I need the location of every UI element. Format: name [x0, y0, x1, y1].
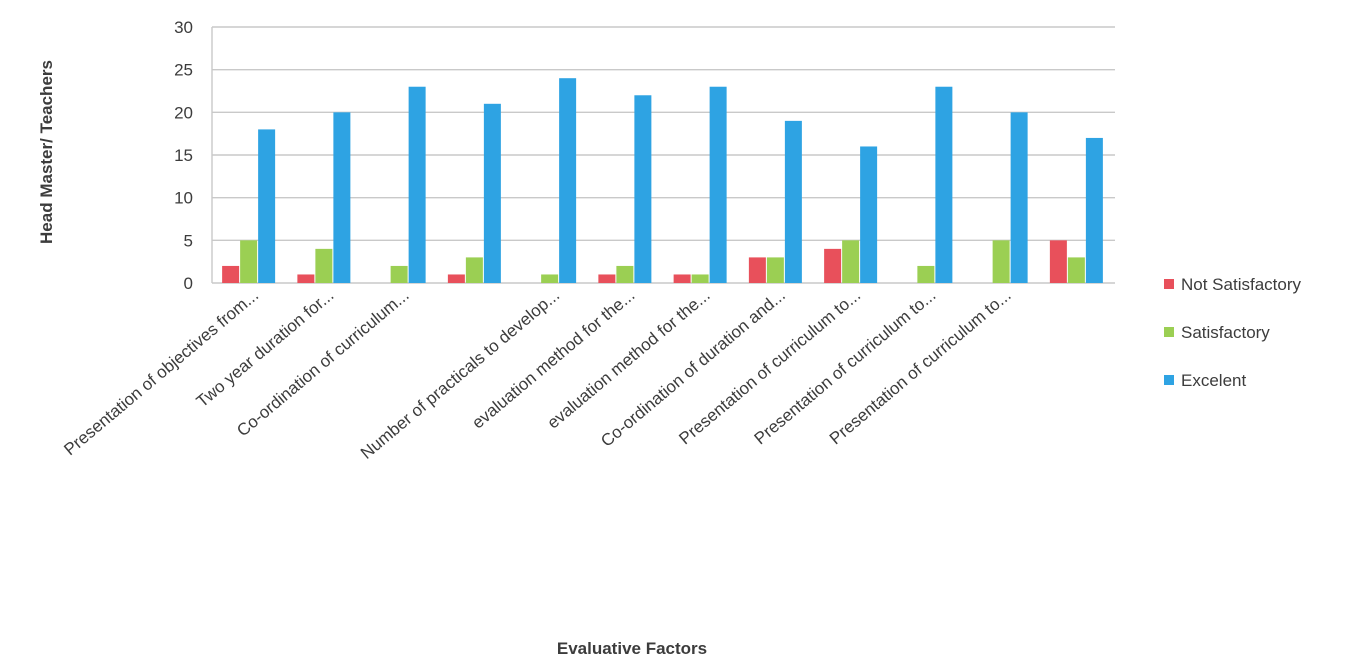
bar-satisfactory: [465, 257, 483, 283]
bar-excelent: [408, 86, 426, 283]
bar-satisfactory: [541, 274, 559, 283]
legend-swatch-excelent: [1164, 375, 1174, 385]
bar-satisfactory: [240, 240, 258, 283]
legend-label: Not Satisfactory: [1181, 275, 1301, 294]
bar-not-satisfactory: [824, 248, 842, 283]
bar-not-satisfactory: [297, 274, 315, 283]
legend-swatch-satisfactory: [1164, 327, 1174, 337]
y-tick-label: 10: [174, 189, 193, 208]
y-tick-label: 30: [174, 18, 193, 37]
bar-excelent: [709, 86, 727, 283]
bar-not-satisfactory: [222, 265, 240, 283]
y-axis-ticks: 0 5 10 15 20 25 30: [174, 18, 193, 293]
bar-excelent: [1010, 112, 1028, 283]
bar-not-satisfactory: [1049, 240, 1067, 283]
gridlines: [211, 26, 1115, 284]
y-tick-label: 15: [174, 146, 193, 165]
x-tick-label: Two year duration for...: [193, 286, 338, 412]
bar-satisfactory: [315, 248, 333, 283]
legend-swatch-not-satisfactory: [1164, 279, 1174, 289]
bar-excelent: [634, 95, 652, 284]
x-axis-title: Evaluative Factors: [557, 639, 707, 658]
bar-excelent: [784, 120, 802, 283]
bar-satisfactory: [917, 265, 935, 283]
bar-satisfactory: [390, 265, 408, 283]
bar-satisfactory: [992, 240, 1010, 283]
bar-excelent: [1085, 137, 1103, 283]
y-axis-title: Head Master/ Teachers: [37, 60, 56, 244]
bar-excelent: [935, 86, 953, 283]
bar-excelent: [860, 146, 878, 283]
y-tick-label: 25: [174, 61, 193, 80]
x-axis-ticks: Presentation of objectives from...Two ye…: [60, 286, 1014, 463]
bar-not-satisfactory: [748, 257, 766, 283]
bar-not-satisfactory: [673, 274, 691, 283]
y-tick-label: 20: [174, 103, 193, 122]
bar-satisfactory: [616, 265, 634, 283]
bar-satisfactory: [842, 240, 860, 283]
bar-not-satisfactory: [598, 274, 616, 283]
y-tick-label: 5: [184, 231, 193, 250]
bar-excelent: [333, 112, 351, 283]
bar-excelent: [559, 78, 577, 283]
bar-excelent: [258, 129, 276, 283]
bar-not-satisfactory: [447, 274, 465, 283]
bar-excelent: [483, 103, 501, 283]
bar-satisfactory: [1067, 257, 1085, 283]
bar-satisfactory: [766, 257, 784, 283]
legend-label: Satisfactory: [1181, 323, 1270, 342]
y-tick-label: 0: [184, 274, 193, 293]
bar-satisfactory: [691, 274, 709, 283]
legend: Not Satisfactory Satisfactory Excelent: [1164, 275, 1301, 390]
legend-label: Excelent: [1181, 371, 1246, 390]
bars: [222, 78, 1103, 284]
